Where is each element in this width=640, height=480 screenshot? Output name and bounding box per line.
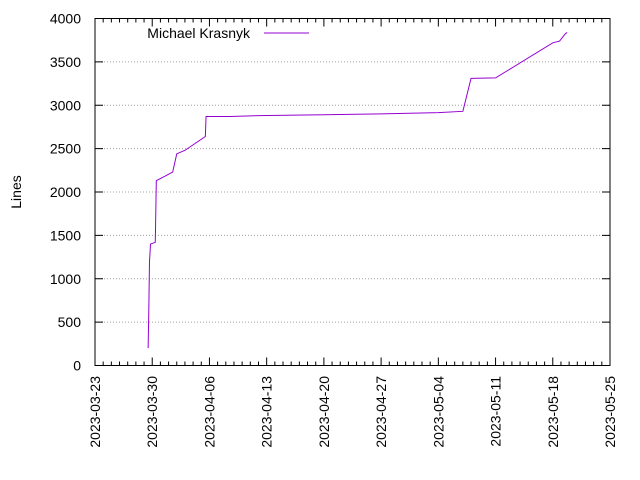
x-tick-label: 2023-05-18 — [545, 376, 561, 448]
x-tick-label: 2023-04-20 — [316, 376, 332, 448]
x-tick-label: 2023-04-27 — [373, 376, 389, 448]
y-ticks: 0 500 1000 1500 2000 2500 3000 3500 4000 — [50, 11, 610, 374]
x-tick-label: 2023-05-25 — [602, 376, 618, 448]
series-line — [147, 31, 568, 349]
y-tick-label: 0 — [73, 358, 81, 374]
plot-frame — [94, 18, 611, 366]
y-tick-label: 4000 — [50, 11, 81, 27]
y-tick-label: 1000 — [50, 271, 81, 287]
y-tick-label: 3000 — [50, 97, 81, 113]
y-axis-label: Lines — [8, 175, 24, 208]
y-tick-label: 3500 — [50, 54, 81, 70]
y-tick-label: 1500 — [50, 227, 81, 243]
y-tick-label: 2000 — [50, 184, 81, 200]
y-tick-label: 2500 — [50, 141, 81, 157]
series-lines — [147, 31, 568, 349]
x-tick-label: 2023-04-06 — [201, 376, 217, 448]
gridlines — [95, 61, 610, 323]
legend-label: Michael Krasnyk — [147, 25, 251, 41]
x-ticks: 2023-03-23 2023-03-30 2023-04-06 2023-04-13… — [87, 18, 618, 448]
y-tick-label: 500 — [58, 314, 82, 330]
x-tick-label: 2023-03-30 — [144, 376, 160, 448]
legend: Michael Krasnyk — [147, 25, 309, 41]
x-tick-label: 2023-05-04 — [430, 376, 446, 448]
x-tick-label: 2023-05-11 — [488, 376, 504, 447]
x-tick-label: 2023-04-13 — [259, 376, 275, 448]
x-tick-label: 2023-03-23 — [87, 376, 103, 448]
